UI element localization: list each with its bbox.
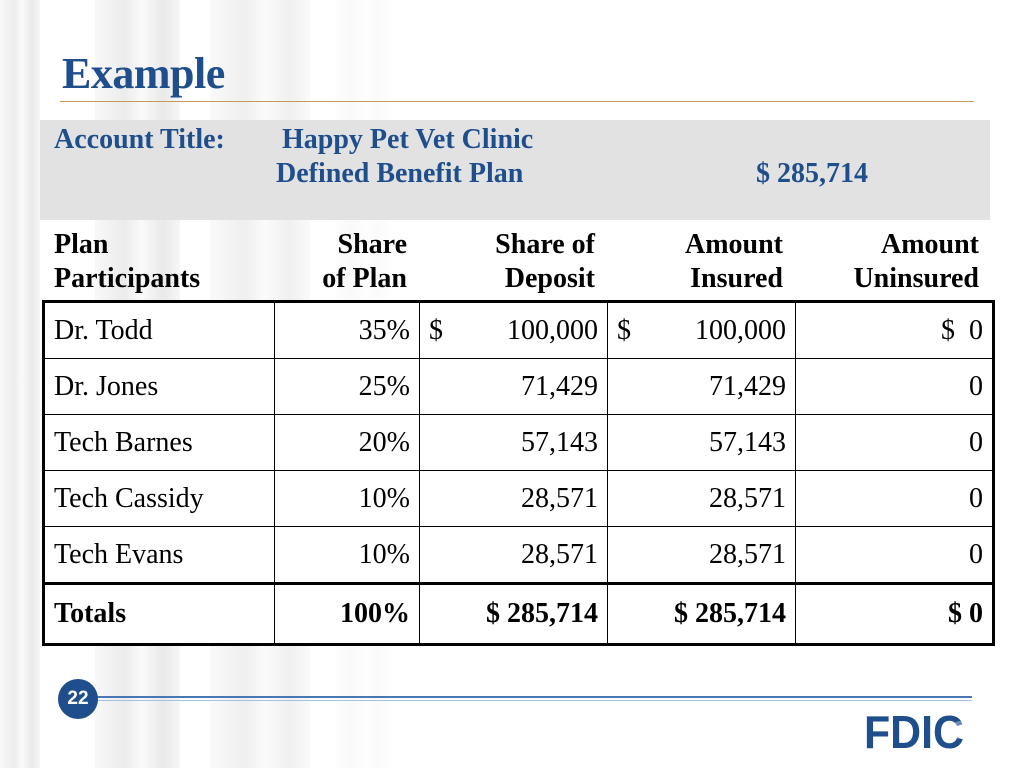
amount-insured: $100,000 xyxy=(607,301,796,359)
table-row: Dr. Jones 25% 71,429 71,429 0 xyxy=(43,358,994,415)
share-of-deposit: $100,000 xyxy=(419,301,608,359)
header-amount-insured: Amount Insured xyxy=(684,229,783,294)
account-band xyxy=(40,120,990,220)
participant-name: Tech Evans xyxy=(43,526,275,584)
share-of-deposit: 28,571 xyxy=(419,526,608,584)
fdic-logo-text: FDIC xyxy=(864,708,964,752)
table-row: Dr. Todd 35% $100,000 $100,000 $ 0 xyxy=(43,301,994,359)
amount-insured: 28,571 xyxy=(607,526,796,584)
footer-rule-light xyxy=(92,700,972,701)
table-row: Tech Evans 10% 28,571 28,571 0 xyxy=(43,526,994,584)
header-share-of-plan: Share of Plan xyxy=(322,229,407,294)
account-plan: Defined Benefit Plan xyxy=(276,158,524,189)
share-of-deposit: 57,143 xyxy=(419,414,608,471)
amount-insured: 28,571 xyxy=(607,470,796,527)
totals-row: Totals 100% $ 285,714 $ 285,714 $ 0 xyxy=(43,582,994,645)
page-number-badge: 22 xyxy=(58,679,98,719)
header-amount-uninsured: Amount Uninsured xyxy=(853,229,979,294)
amount-insured: 57,143 xyxy=(607,414,796,471)
totals-label: Totals xyxy=(43,582,275,645)
header-share-of-deposit: Share of Deposit xyxy=(495,229,595,294)
amount-uninsured: 0 xyxy=(795,470,994,527)
amount-uninsured: 0 xyxy=(795,414,994,471)
footer-rule xyxy=(92,696,972,698)
share-of-plan: 25% xyxy=(274,358,420,415)
participant-name: Tech Barnes xyxy=(43,414,275,471)
share-of-deposit: 71,429 xyxy=(419,358,608,415)
amount-uninsured: 0 xyxy=(795,526,994,584)
share-of-plan: 20% xyxy=(274,414,420,471)
totals-deposit: $ 285,714 xyxy=(419,582,608,645)
account-name: Happy Pet Vet Clinic xyxy=(282,124,534,155)
amount-uninsured: $ 0 xyxy=(795,301,994,359)
share-of-plan: 10% xyxy=(274,470,420,527)
table-row: Tech Barnes 20% 57,143 57,143 0 xyxy=(43,414,994,471)
participant-name: Dr. Todd xyxy=(43,301,275,359)
account-title-label: Account Title: xyxy=(54,124,225,155)
fdic-seal-icon xyxy=(951,721,969,739)
participant-name: Dr. Jones xyxy=(43,358,275,415)
fdic-logo: FDIC xyxy=(864,708,969,752)
share-of-plan: 35% xyxy=(274,301,420,359)
slide-title: Example xyxy=(62,49,225,98)
totals-share: 100% xyxy=(274,582,420,645)
totals-uninsured: $ 0 xyxy=(795,582,994,645)
share-of-deposit: 28,571 xyxy=(419,470,608,527)
title-rule xyxy=(60,101,974,102)
header-plan-participants: Plan Participants xyxy=(54,229,201,294)
account-total: $ 285,714 xyxy=(756,158,868,189)
participants-table: Dr. Todd 35% $100,000 $100,000 $ 0 Dr. J… xyxy=(42,300,995,646)
share-of-plan: 10% xyxy=(274,526,420,584)
participant-name: Tech Cassidy xyxy=(43,470,275,527)
table-row: Tech Cassidy 10% 28,571 28,571 0 xyxy=(43,470,994,527)
amount-insured: 71,429 xyxy=(607,358,796,415)
totals-insured: $ 285,714 xyxy=(607,582,796,645)
amount-uninsured: 0 xyxy=(795,358,994,415)
